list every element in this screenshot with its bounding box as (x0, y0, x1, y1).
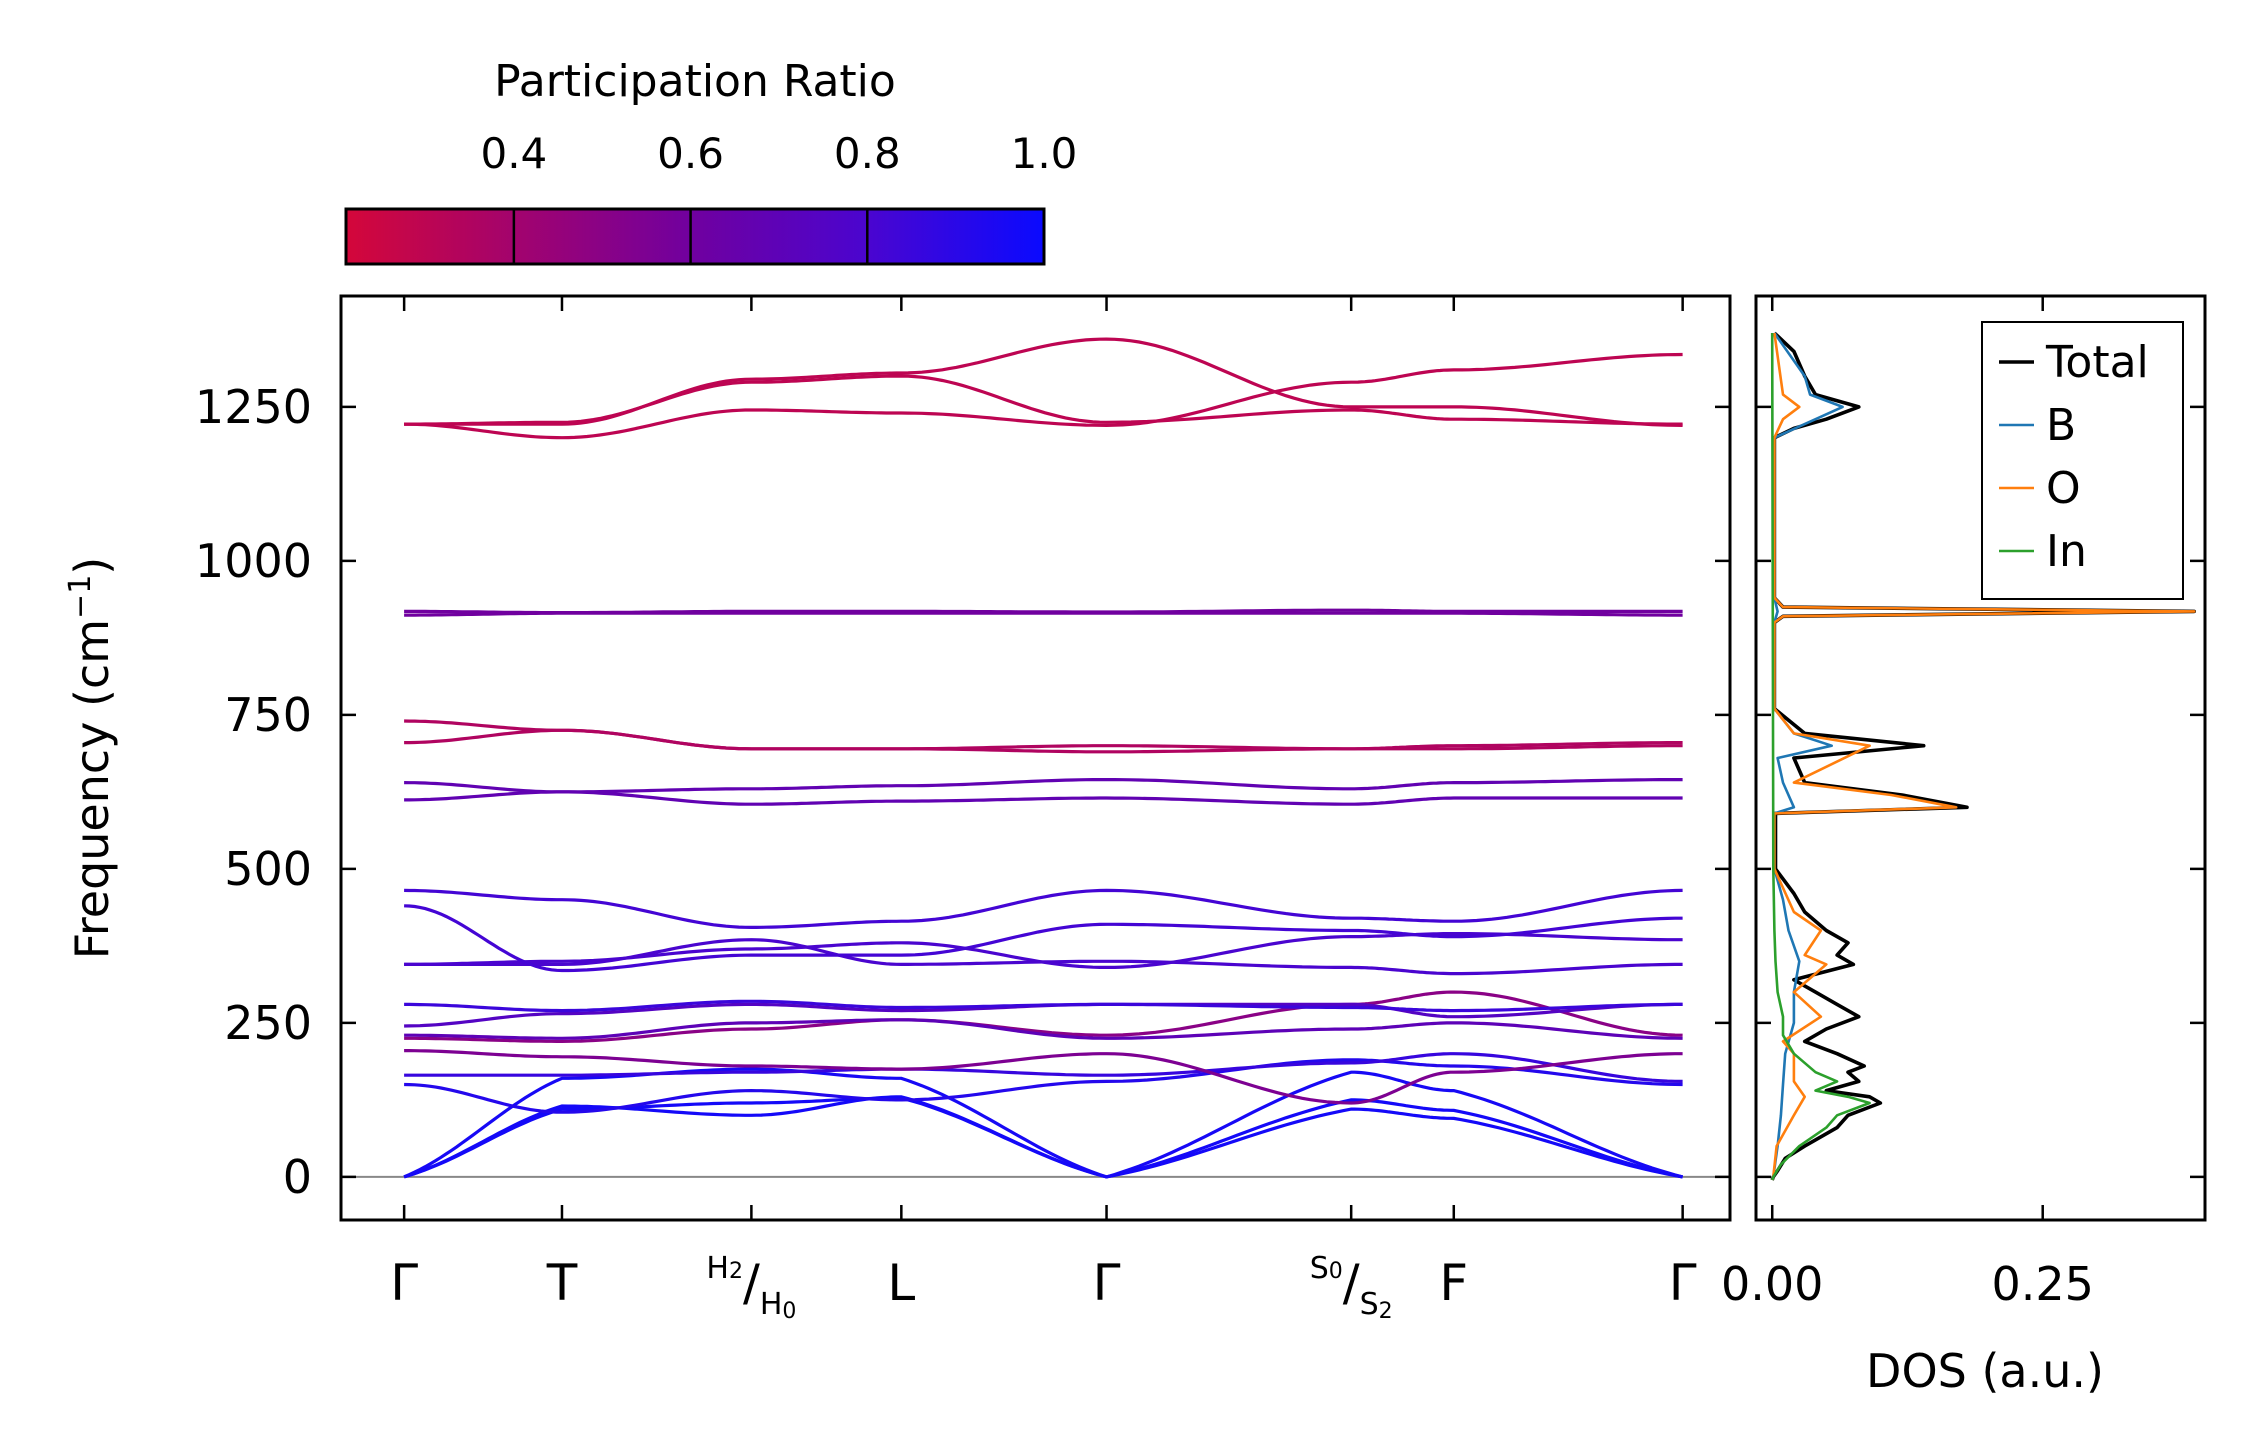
x-tick-label-bottom-sub: 0 (782, 1299, 796, 1324)
y-tick-label: 500 (224, 842, 312, 896)
x-tick-label-top-sub: 2 (729, 1259, 743, 1284)
legend-label: Total (2045, 337, 2149, 388)
band-line (404, 374, 1683, 426)
band-line (404, 999, 1683, 1013)
colorbar-tick-label: 0.6 (657, 129, 724, 178)
x-tick-label: Γ (1093, 1254, 1121, 1312)
dos-panel: 0.00 0.25 DOS (a.u.) Total BO In (1721, 294, 2207, 1398)
band-line (404, 888, 1683, 929)
band-line (404, 1018, 1683, 1040)
x-tick-label-bottom: S (1360, 1287, 1379, 1322)
colorbar-label: Participation Ratio (494, 56, 896, 107)
x-tick-label-split: H2/H0 (706, 1251, 796, 1324)
band-line (404, 1058, 1683, 1114)
y-axis-label-sup: −1 (63, 575, 98, 619)
colorbar-tick-label: 0.4 (480, 129, 547, 178)
x-tick-label-top-sub: 0 (1329, 1259, 1343, 1284)
legend-label: In (2046, 526, 2087, 577)
y-tick-label: 250 (224, 996, 312, 1050)
band-line (404, 938, 1683, 976)
colorbar-tick-label: 0.8 (834, 129, 901, 178)
y-tick-label: 1000 (195, 534, 312, 588)
dos-x-tick-label: 0.00 (1721, 1257, 1823, 1311)
y-tick-label: 0 (283, 1150, 312, 1204)
x-tick-label: Γ (1669, 1254, 1697, 1312)
x-tick-label: F (1439, 1254, 1468, 1312)
band-line (404, 1049, 1683, 1105)
x-tick-label: T (546, 1254, 578, 1312)
dos-axis-ticks: 0.00 0.25 (1721, 296, 2094, 1311)
colorbar-tick-label: 1.0 (1011, 129, 1078, 178)
legend-frame (1981, 321, 2184, 600)
x-tick-label-bottom: H (760, 1287, 783, 1322)
x-tick-label-slash: / (743, 1254, 760, 1312)
y-axis-label-close: ) (65, 557, 119, 575)
x-tick-label-top: S (1310, 1251, 1329, 1286)
dos-line-b (1770, 332, 1844, 1181)
dos-line-in (1770, 332, 1871, 1181)
band-line (403, 1067, 1684, 1179)
band-lines (403, 337, 1684, 1179)
colorbar-gradient (344, 207, 1046, 266)
band-line (404, 778, 1683, 794)
colorbar: Participation Ratio 0.4 0.6 0.8 1.0 (344, 56, 1077, 266)
y-tick-label: 1250 (195, 380, 312, 434)
band-line (404, 608, 1683, 615)
x-axis-ticks: Γ T H2/H0 L Γ S0/S2 F Γ (390, 296, 1697, 1324)
band-line (404, 1052, 1683, 1083)
dos-line-o (1770, 332, 2196, 1181)
band-line (404, 719, 1683, 754)
x-tick-label-bottom-sub: 2 (1379, 1299, 1393, 1324)
x-tick-label-slash: / (1343, 1254, 1360, 1312)
legend-label: O (2046, 463, 2081, 514)
x-tick-label-split: S0/S2 (1310, 1251, 1393, 1324)
dos-axes-frame (1754, 294, 2207, 1222)
y-axis-label: Frequency (cm−1) (63, 557, 119, 960)
y-tick-label: 750 (224, 688, 312, 742)
y-axis-label-main: Frequency (cm (65, 619, 119, 959)
band-line (403, 1096, 1683, 1179)
dos-legend: Total BO In (1981, 321, 2184, 600)
band-line (404, 790, 1683, 806)
x-tick-label: L (887, 1254, 915, 1312)
dos-x-tick-label: 0.25 (1991, 1257, 2093, 1311)
legend-items: Total BO In (1999, 337, 2149, 577)
legend-label: B (2046, 400, 2076, 451)
colorbar-ticks: 0.4 0.6 0.8 1.0 (480, 129, 1077, 264)
band-line (404, 932, 1683, 969)
band-line (404, 352, 1683, 440)
y-axis-ticks: 0 250 500 750 1000 1250 (195, 380, 2205, 1204)
band-axes-frame (339, 294, 1732, 1222)
band-line (404, 904, 1683, 973)
x-tick-label-top: H (706, 1251, 729, 1286)
dos-lines (1770, 331, 2196, 1181)
dos-x-axis-label: DOS (a.u.) (1866, 1344, 2104, 1398)
x-tick-label: Γ (390, 1254, 418, 1312)
